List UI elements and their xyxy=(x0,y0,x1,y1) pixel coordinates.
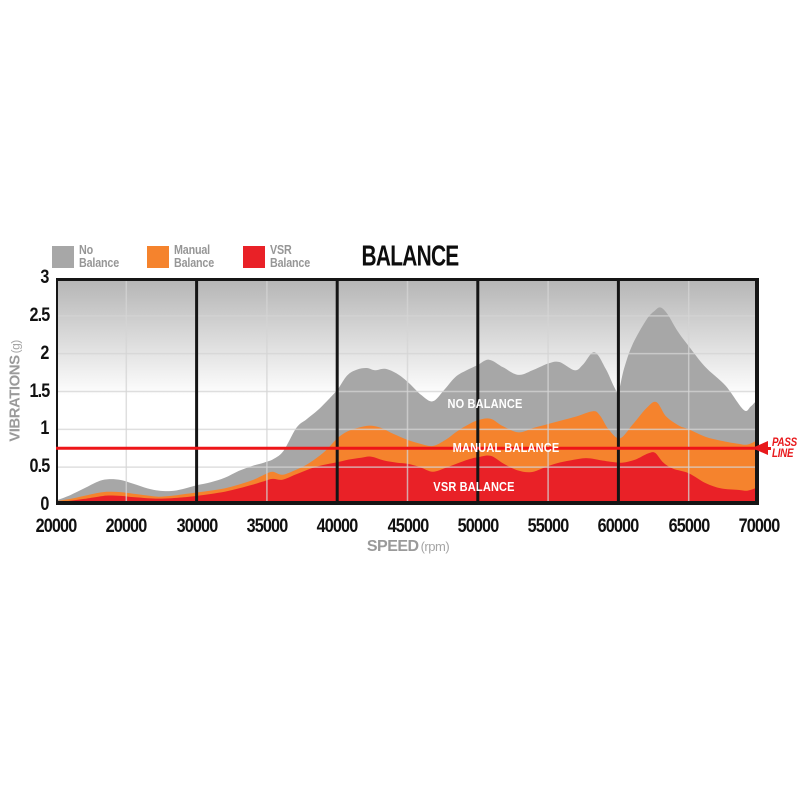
y-tick-label: 1 xyxy=(40,418,50,440)
y-axis-ticks: 3 2.5 2 1.5 1 0.5 0 xyxy=(0,0,50,800)
x-tick-label: 30000 xyxy=(176,516,218,537)
plot-border xyxy=(56,278,759,505)
x-tick-label: 20000 xyxy=(105,516,148,537)
x-tick-label: 65000 xyxy=(668,516,710,537)
x-tick-label: 45000 xyxy=(387,516,429,537)
x-tick-label: 40000 xyxy=(316,516,359,537)
vsr-balance-swatch-icon xyxy=(243,246,265,268)
x-axis-label: SPEED xyxy=(366,538,419,555)
plot-area xyxy=(56,278,759,505)
y-tick-label: 0.5 xyxy=(29,456,50,478)
y-tick-label: 3 xyxy=(40,267,50,288)
x-tick-label: 35000 xyxy=(246,516,289,537)
legend-item-vsr-balance: VSR Balance xyxy=(243,244,317,270)
legend-label-vsr-balance: VSR Balance xyxy=(270,243,311,270)
pass-line-label: PASS LINE xyxy=(772,437,797,460)
x-axis-title: SPEED (rpm) xyxy=(366,538,450,556)
legend-item-manual-balance: Manual Balance xyxy=(147,244,221,270)
y-tick-label: 2 xyxy=(40,342,50,364)
manual-balance-swatch-icon xyxy=(147,246,169,268)
chart-title: BALANCE xyxy=(361,240,459,273)
x-tick-label: 50000 xyxy=(457,516,499,537)
legend-label-manual-balance: Manual Balance xyxy=(174,243,215,270)
x-tick-label: 20000 xyxy=(35,516,78,537)
area-label-vsr-balance: VSR BALANCE xyxy=(432,479,515,494)
y-tick-label: 2.5 xyxy=(29,304,50,326)
x-tick-label: 55000 xyxy=(527,516,570,537)
y-tick-label: 0 xyxy=(40,494,50,515)
gridlines-light xyxy=(56,278,759,505)
no-balance-swatch-icon xyxy=(52,246,74,268)
legend-label-no-balance: No Balance xyxy=(79,243,120,270)
x-axis-unit: (rpm) xyxy=(420,539,450,554)
area-label-no-balance: NO BALANCE xyxy=(447,396,523,411)
x-tick-label: 70000 xyxy=(738,516,781,537)
y-tick-label: 1.5 xyxy=(29,380,50,402)
x-tick-label: 60000 xyxy=(598,516,640,537)
pass-line-arrow-icon xyxy=(752,441,768,455)
gridlines-dark xyxy=(195,278,620,505)
legend-item-no-balance: No Balance xyxy=(52,244,126,270)
area-label-manual-balance: MANUAL BALANCE xyxy=(452,440,560,455)
